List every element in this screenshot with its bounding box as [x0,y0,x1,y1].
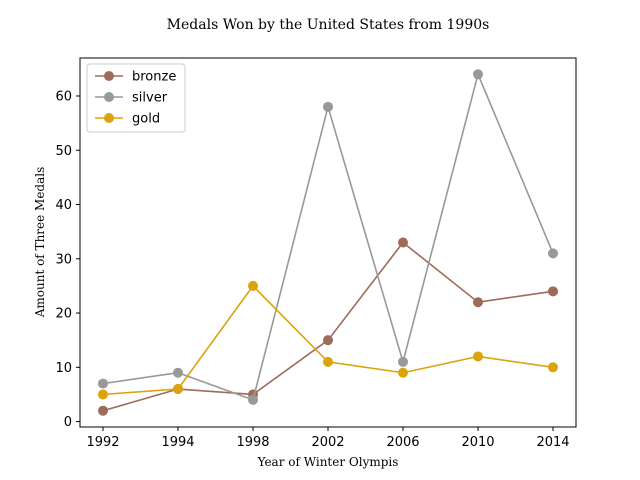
data-point-silver [248,394,258,405]
x-tick-label: 2006 [386,435,419,450]
data-point-gold [248,280,258,291]
data-point-silver [173,367,183,378]
data-point-silver [548,248,558,259]
legend-marker [104,92,114,102]
data-point-bronze [548,286,558,297]
x-tick-label: 1998 [236,435,269,450]
data-point-silver [98,378,108,389]
data-point-bronze [473,297,483,308]
y-axis: 0 10 20 30 40 50 60 [55,89,80,430]
series-lines [98,69,558,416]
data-point-silver [323,101,333,112]
legend-label: bronze [132,70,176,85]
legend-label: gold [132,112,160,127]
data-point-gold [323,356,333,367]
data-point-silver [473,69,483,80]
data-point-gold [98,389,108,400]
data-point-silver [398,356,408,367]
legend-item-bronze: bronze [95,70,176,85]
data-point-bronze [323,335,333,346]
chart-title: Medals Won by the United States from 199… [167,17,490,33]
series-silver [98,69,558,405]
y-tick-label: 10 [55,361,72,376]
x-tick-label: 2010 [461,435,494,450]
x-tick-label: 1992 [86,435,119,450]
y-tick-label: 0 [64,415,72,430]
legend-label: silver [132,91,168,106]
legend-item-gold: gold [95,112,160,127]
legend-marker [104,71,114,81]
x-axis: 1992 1994 1998 2002 2006 2010 2014 [86,427,570,450]
x-tick-label: 1994 [161,435,194,450]
x-tick-label: 2014 [536,435,569,450]
y-tick-label: 40 [55,198,72,213]
legend-marker [104,113,114,123]
x-tick-label: 2002 [311,435,344,450]
y-tick-label: 60 [55,89,72,104]
data-point-gold [398,367,408,378]
data-point-gold [548,362,558,373]
y-tick-label: 50 [55,144,72,159]
series-gold [98,280,558,400]
legend: bronze silver gold [86,63,186,133]
data-point-bronze [398,237,408,248]
data-point-bronze [98,405,108,416]
y-axis-label: Amount of Three Medals [33,167,47,319]
data-point-gold [173,384,183,395]
x-axis-label: Year of Winter Olympis [257,455,399,469]
legend-item-silver: silver [95,91,168,106]
data-point-gold [473,351,483,362]
y-tick-label: 20 [55,307,72,322]
y-tick-label: 30 [55,252,72,267]
